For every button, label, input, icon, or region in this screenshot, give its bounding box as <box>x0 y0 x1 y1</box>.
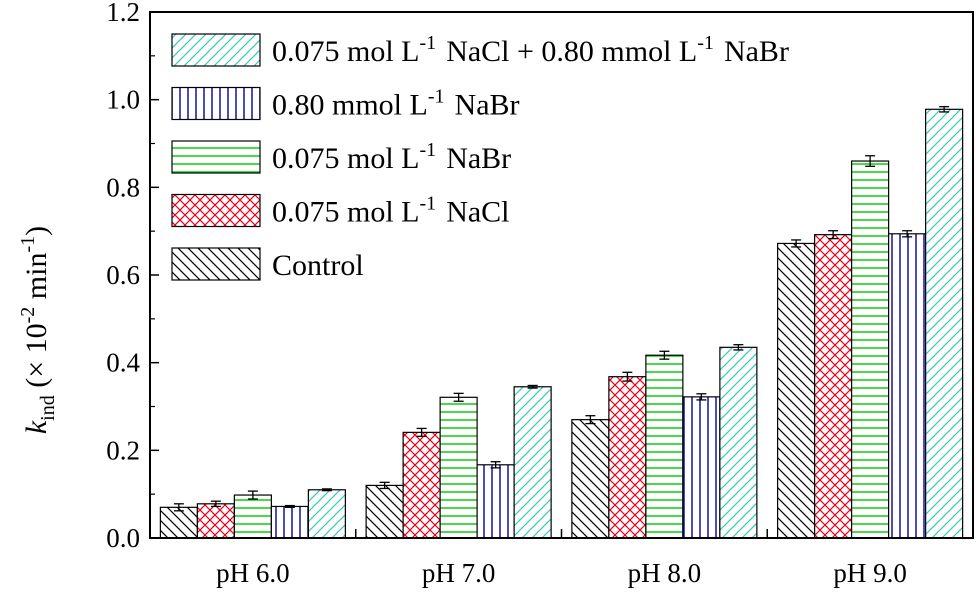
x-tick-label: pH 8.0 <box>628 558 702 588</box>
bar <box>365 484 404 539</box>
bar <box>159 506 198 539</box>
y-title-exp2: -1 <box>17 236 39 253</box>
plot-frame <box>149 11 974 539</box>
error-bars <box>173 106 950 512</box>
plot-border <box>149 11 974 539</box>
bar <box>888 233 927 539</box>
legend-swatch <box>171 86 261 121</box>
legend-label: 0.075 mol L-1 NaCl <box>272 193 510 229</box>
bar <box>307 489 346 539</box>
legend: 0.075 mol L-1 NaCl + 0.80 mmol L-1 NaBr 0… <box>171 32 789 282</box>
y-axis-title: kind (× 10-2 min-1) <box>17 226 59 434</box>
x-tick-label: pH 6.0 <box>216 558 290 588</box>
bars <box>159 108 964 539</box>
bar <box>851 160 890 539</box>
bar <box>645 354 684 539</box>
bar <box>571 419 610 539</box>
bar <box>719 346 758 539</box>
axis-labels: 0.0 0.2 0.4 0.6 0.8 1.0 1.2 pH 6.0 pH 7.0 pH 8.0 p… <box>106 0 907 588</box>
legend-label: Control <box>272 249 364 282</box>
y-tick-label: 0.2 <box>106 435 140 465</box>
bar <box>439 396 478 539</box>
y-tick-label: 1.2 <box>106 0 140 27</box>
y-tick-label: 0.4 <box>106 348 140 378</box>
bar <box>925 108 964 539</box>
bar <box>270 505 309 539</box>
legend-swatch <box>171 247 261 281</box>
x-tick-label: pH 9.0 <box>833 558 907 588</box>
bar <box>233 494 272 539</box>
bar <box>476 464 515 539</box>
bar <box>814 234 853 539</box>
legend-label: 0.80 mmol L-1 NaBr <box>272 86 520 122</box>
legend-label: 0.075 mol L-1 NaCl + 0.80 mmol L-1 NaBr <box>272 32 789 68</box>
bar <box>196 503 235 539</box>
legend-swatch <box>171 33 261 67</box>
y-title-sub: ind <box>37 395 59 421</box>
y-tick-label: 1.0 <box>106 85 140 115</box>
bar <box>682 396 721 539</box>
bar <box>402 431 441 539</box>
y-title-mid: min <box>20 253 53 307</box>
y-title-close: ) <box>20 226 53 236</box>
y-tick-label: 0.0 <box>106 523 140 553</box>
y-title-exp: -2 <box>17 307 39 324</box>
y-tick-label: 0.8 <box>106 172 140 202</box>
legend-swatch <box>171 140 261 174</box>
y-tick-label: 0.6 <box>106 260 140 290</box>
bar <box>777 242 816 539</box>
y-title-var: k <box>20 420 53 434</box>
bar <box>513 386 552 539</box>
legend-swatch <box>171 193 261 228</box>
x-tick-label: pH 7.0 <box>422 558 496 588</box>
legend-label: 0.075 mol L-1 NaBr <box>272 139 511 175</box>
y-title-open: (× 10 <box>20 323 53 395</box>
bar <box>608 376 647 539</box>
